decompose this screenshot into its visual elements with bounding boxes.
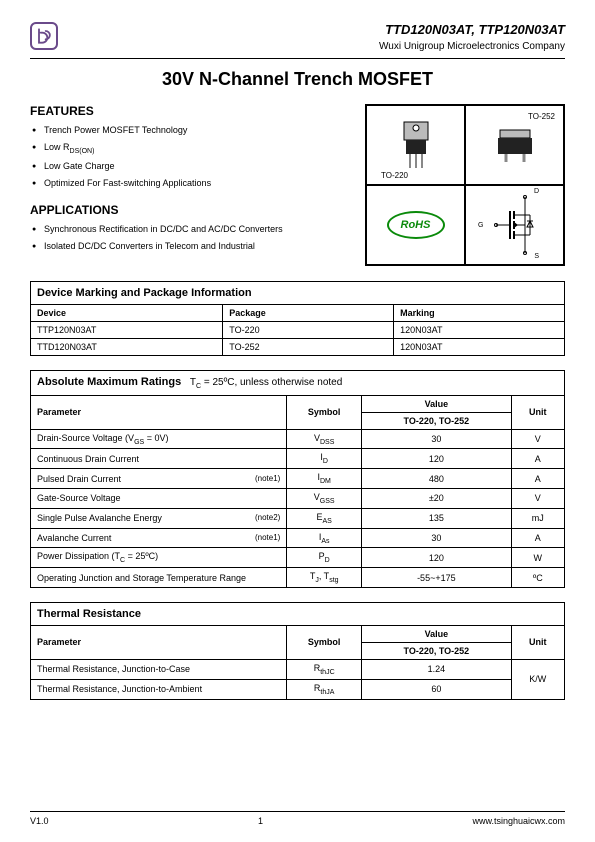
applications-heading: APPLICATIONS xyxy=(30,203,353,217)
table-row: Thermal Resistance, Junction-to-Ambient … xyxy=(31,679,565,699)
to220-icon xyxy=(396,120,436,170)
list-item: Synchronous Rectification in DC/DC and A… xyxy=(32,223,353,236)
pin-d-label: D xyxy=(534,188,539,195)
table-header: Symbol xyxy=(287,625,362,659)
header-divider xyxy=(30,58,565,59)
company-name: Wuxi Unigroup Microelectronics Company xyxy=(379,41,565,52)
table-header: Value xyxy=(362,395,512,412)
rohs-cell: RoHS xyxy=(366,185,465,265)
table-header: Package xyxy=(223,304,394,321)
table-header: Parameter xyxy=(31,625,287,659)
schematic-cell: D G S xyxy=(465,185,564,265)
to252-label: TO-252 xyxy=(528,112,555,121)
table-row: Thermal Resistance, Junction-to-Case Rth… xyxy=(31,659,565,679)
table-header: Symbol xyxy=(287,395,362,429)
marking-table-title: Device Marking and Package Information xyxy=(31,281,565,304)
package-grid: TO-220 TO-252 RoHS xyxy=(365,104,565,266)
to252-icon xyxy=(490,126,540,164)
to220-label: TO-220 xyxy=(381,171,408,180)
table-row: Continuous Drain CurrentID120A xyxy=(31,449,565,469)
table-row: TTP120N03AT TO-220 120N03AT xyxy=(31,321,565,338)
footer-url: www.tsinghuaicwx.com xyxy=(472,816,565,826)
company-logo xyxy=(30,22,58,50)
thermal-table: Thermal Resistance Parameter Symbol Valu… xyxy=(30,602,565,700)
page-number: 1 xyxy=(258,816,263,826)
abs-max-title: Absolute Maximum Ratings TC = 25ºC, unle… xyxy=(31,370,565,395)
to252-cell: TO-252 xyxy=(465,105,564,185)
list-item: Trench Power MOSFET Technology xyxy=(32,124,353,137)
table-header: Parameter xyxy=(31,395,287,429)
page-title: 30V N-Channel Trench MOSFET xyxy=(30,69,565,90)
applications-list: Synchronous Rectification in DC/DC and A… xyxy=(30,223,353,252)
marking-table: Device Marking and Package Information D… xyxy=(30,281,565,356)
list-item: Low Gate Charge xyxy=(32,160,353,173)
pin-s-label: S xyxy=(534,253,539,260)
thermal-title: Thermal Resistance xyxy=(31,602,565,625)
table-row: Single Pulse Avalanche Energy(note2)EAS1… xyxy=(31,508,565,528)
list-item: Low RDS(ON) xyxy=(32,141,353,157)
table-row: Power Dissipation (TC = 25ºC)PD120W xyxy=(31,548,565,568)
version-label: V1.0 xyxy=(30,816,49,826)
table-header: Marking xyxy=(394,304,565,321)
features-heading: FEATURES xyxy=(30,104,353,118)
list-item: Isolated DC/DC Converters in Telecom and… xyxy=(32,240,353,253)
table-row: TTD120N03AT TO-252 120N03AT xyxy=(31,338,565,355)
page-header: TTD120N03AT, TTP120N03AT Wuxi Unigroup M… xyxy=(30,22,565,52)
table-row: Drain-Source Voltage (VGS = 0V)VDSS30V xyxy=(31,429,565,449)
table-row: Avalanche Current(note1)IAs30A xyxy=(31,528,565,548)
table-subheader: TO-220, TO-252 xyxy=(362,412,512,429)
list-item: Optimized For Fast-switching Application… xyxy=(32,177,353,190)
rohs-badge: RoHS xyxy=(387,211,445,239)
table-header: Value xyxy=(362,625,512,642)
to220-cell: TO-220 xyxy=(366,105,465,185)
pin-g-label: G xyxy=(478,222,483,229)
abs-max-table: Absolute Maximum Ratings TC = 25ºC, unle… xyxy=(30,370,565,588)
table-header: Device xyxy=(31,304,223,321)
part-number-title: TTD120N03AT, TTP120N03AT xyxy=(379,22,565,37)
table-row: Operating Junction and Storage Temperatu… xyxy=(31,568,565,588)
page-footer: V1.0 1 www.tsinghuaicwx.com xyxy=(30,811,565,826)
table-row: Gate-Source VoltageVGSS±20V xyxy=(31,488,565,508)
features-list: Trench Power MOSFET Technology Low RDS(O… xyxy=(30,124,353,189)
table-row: Pulsed Drain Current(note1)IDM480A xyxy=(31,469,565,489)
table-subheader: TO-220, TO-252 xyxy=(362,642,512,659)
mosfet-schematic-icon xyxy=(490,195,540,255)
table-header: Unit xyxy=(511,625,564,659)
table-header: Unit xyxy=(511,395,564,429)
